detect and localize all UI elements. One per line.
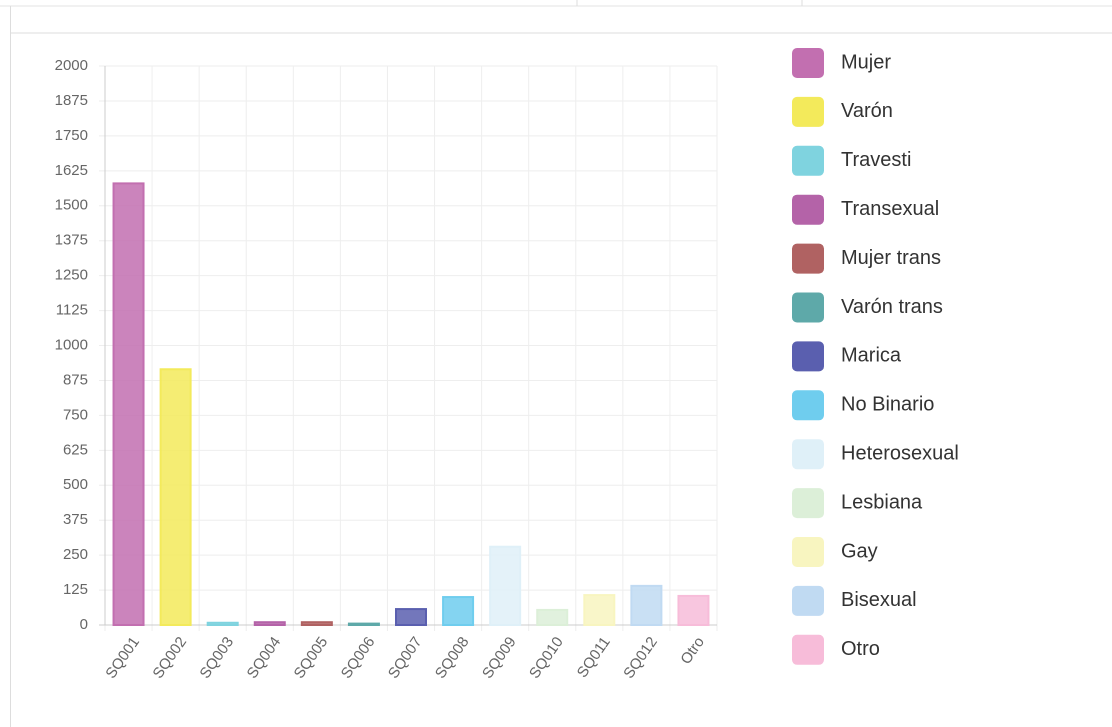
y-tick-label: 1750	[55, 127, 88, 144]
x-tick-label: SQ004	[244, 634, 285, 682]
legend-swatch	[792, 243, 824, 274]
legend-swatch	[792, 145, 824, 176]
y-tick-label: 1375	[55, 232, 88, 249]
legend-swatch	[792, 48, 824, 78]
legend-swatch	[792, 194, 824, 225]
y-tick-label: 1625	[55, 162, 88, 179]
x-tick-label: SQ003	[197, 634, 238, 682]
y-tick-label: 1500	[55, 197, 88, 214]
x-tick-label: Otro	[677, 634, 708, 668]
y-tick-label: 1000	[55, 336, 88, 353]
y-tick-label: 750	[63, 406, 88, 423]
bar	[347, 622, 380, 626]
x-tick-label: SQ008	[432, 634, 473, 682]
bar	[206, 621, 239, 626]
legend-swatch	[792, 537, 824, 567]
bar	[442, 596, 475, 626]
legend-label: No Binario	[841, 394, 934, 416]
x-tick-label: SQ012	[620, 634, 661, 682]
y-tick-label: 250	[63, 546, 88, 563]
chart: 0 125 250 375 500 625 750 875 1000 1125 1250 1375 15…	[55, 48, 959, 682]
bar	[677, 594, 710, 627]
legend-label: Transexual	[841, 198, 939, 220]
legend-label: Mujer trans	[841, 247, 941, 269]
legend-label: Bisexual	[841, 589, 917, 611]
legend-label: Otro	[841, 638, 880, 660]
x-tick-label: SQ005	[291, 634, 332, 682]
legend-label: Marica	[841, 345, 902, 367]
y-tick-label: 125	[63, 581, 88, 598]
x-tick-label: SQ011	[574, 634, 614, 681]
x-tick-label: SQ010	[526, 634, 567, 682]
x-tick-label: SQ006	[338, 634, 379, 682]
legend-label: Lesbiana	[841, 491, 923, 513]
bar	[300, 621, 333, 627]
x-tick-label: SQ001	[102, 634, 143, 682]
y-tick-label: 2000	[55, 57, 88, 74]
y-tick-label: 500	[63, 476, 88, 493]
legend-label: Varón	[841, 100, 893, 122]
bar	[112, 182, 145, 626]
y-tick-label: 625	[63, 441, 88, 458]
y-tick-label: 875	[63, 371, 88, 388]
legend-swatch	[792, 390, 824, 421]
y-tick-label: 0	[80, 616, 88, 633]
x-tick-label: SQ007	[385, 634, 426, 682]
legend-swatch	[792, 439, 824, 470]
bar	[159, 368, 192, 626]
y-tick-label: 1125	[56, 302, 88, 319]
bar	[489, 545, 522, 626]
y-tick-label: 1875	[55, 92, 88, 109]
bar	[583, 594, 616, 627]
legend-swatch	[792, 292, 824, 323]
y-tick-label: 1250	[55, 267, 88, 284]
legend-label: Mujer	[841, 51, 891, 73]
legend-swatch	[792, 634, 824, 665]
bar	[630, 584, 663, 626]
x-tick-label: SQ009	[479, 634, 520, 682]
legend-label: Varón trans	[841, 296, 943, 318]
legend-swatch	[792, 488, 824, 519]
legend-label: Heterosexual	[841, 442, 959, 464]
x-tick-label: SQ002	[149, 634, 190, 682]
bar	[253, 621, 286, 627]
legend-swatch	[792, 96, 824, 127]
legend-swatch	[792, 585, 824, 616]
legend-swatch	[792, 341, 824, 372]
legend-label: Gay	[841, 540, 878, 562]
bar	[536, 608, 569, 626]
bar	[395, 608, 427, 626]
legend-label: Travesti	[841, 149, 911, 171]
y-tick-label: 375	[63, 511, 88, 528]
